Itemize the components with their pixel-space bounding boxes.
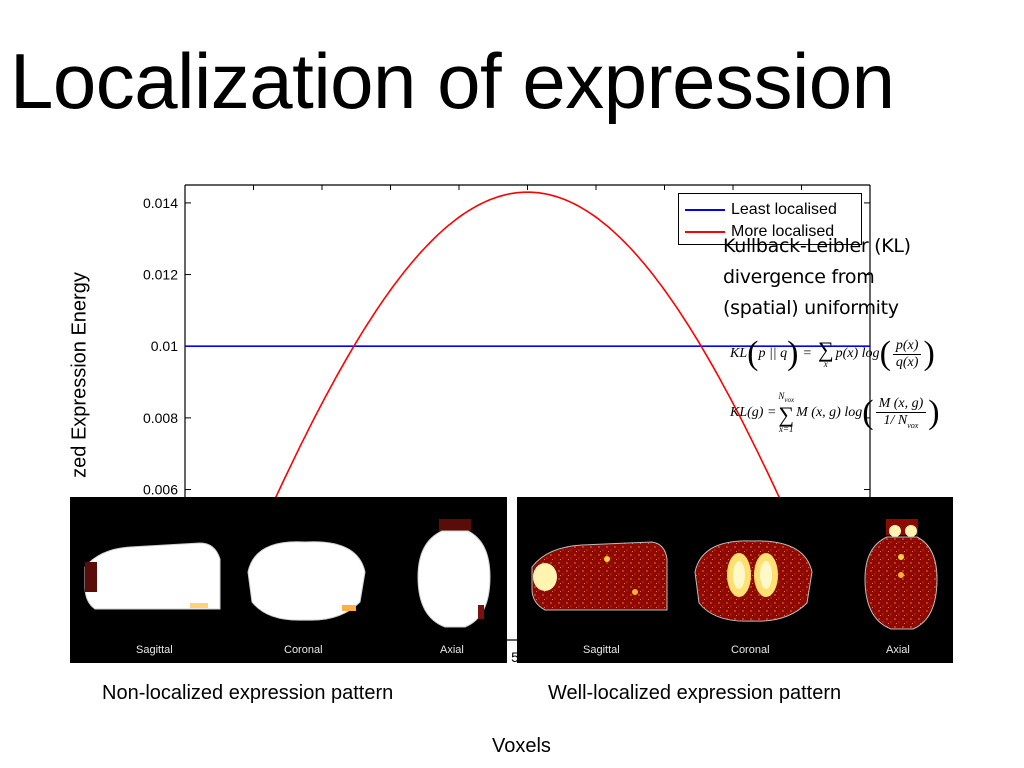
y-ticks: 0.014 0.012 0.01 0.008 0.006 5 bbox=[143, 195, 870, 665]
label-axial: Axial bbox=[440, 644, 464, 656]
legend-label: More localised bbox=[731, 223, 835, 240]
coronal-brain-shape bbox=[247, 541, 366, 621]
legend-item-more-localised: More localised bbox=[685, 222, 834, 242]
label-coronal: Coronal bbox=[284, 644, 323, 656]
sagittal-brain-shape bbox=[531, 541, 668, 611]
chart-series bbox=[185, 191, 870, 641]
chart-legend: Least localised More localised bbox=[678, 193, 862, 245]
brain-image-localized bbox=[531, 519, 938, 630]
label-sagittal: Sagittal bbox=[136, 644, 173, 656]
caption-localized: Well-localized expression pattern bbox=[548, 682, 842, 704]
formula-paren: ) bbox=[923, 335, 935, 372]
axial-brain-shape bbox=[417, 519, 491, 628]
label-sagittal: Sagittal bbox=[583, 644, 620, 656]
kl-line: (spatial) uniformity bbox=[723, 297, 899, 319]
formula-paren: ( bbox=[862, 393, 874, 431]
kl-line: Kullback-Leibler (KL) bbox=[723, 235, 911, 257]
series-more-localised bbox=[185, 191, 870, 641]
y-tick-label: 0.014 bbox=[143, 195, 178, 211]
coronal-brain-shape bbox=[694, 540, 813, 622]
formula-text: = bbox=[802, 346, 812, 361]
formula-paren: ( bbox=[747, 335, 759, 372]
formula-fraction: M (x, g) 1/ Nvox bbox=[875, 396, 927, 430]
formula-text: p(x) log bbox=[835, 346, 880, 361]
sum-symbol: ∑ x bbox=[817, 336, 834, 369]
brain-image-nonlocalized bbox=[84, 519, 491, 628]
caption-nonlocalized: Non-localized expression pattern bbox=[102, 682, 394, 704]
label-axial: Axial bbox=[886, 644, 910, 656]
x-axis-label: Voxels bbox=[492, 735, 551, 757]
kl-annotation: Kullback-Leibler (KL) divergence from (s… bbox=[723, 231, 911, 324]
formula-fraction: p(x) q(x) bbox=[892, 338, 922, 371]
axial-brain-shape bbox=[864, 519, 938, 630]
slide-title: Localization of expression bbox=[10, 37, 895, 125]
formula-paren: ( bbox=[879, 335, 891, 372]
x-tick-label: 5 bbox=[511, 649, 519, 665]
formula-paren: ) bbox=[928, 393, 940, 431]
formula-text: M (x, g) log bbox=[796, 404, 863, 420]
formula-text: KL(g) = bbox=[730, 404, 777, 420]
legend-label: Least localised bbox=[731, 201, 837, 218]
kl-formula-gene: KL(g) = Nvox ∑ x=1 M (x, g) log ( M (x, … bbox=[730, 392, 940, 434]
y-tick-label: 0.008 bbox=[143, 410, 178, 426]
formula-text: KL bbox=[730, 346, 748, 361]
formula-text: p || q bbox=[758, 346, 788, 361]
kl-formula-general: KL ( p || q ) = ∑ x p(x) log ( p(x) q(x)… bbox=[730, 337, 935, 371]
brain-panel-localized: Sagittal Coronal Axial bbox=[517, 497, 953, 663]
legend-item-least-localised: Least localised bbox=[685, 200, 837, 220]
sum-symbol: Nvox ∑ x=1 bbox=[778, 391, 795, 434]
y-tick-label: 0.01 bbox=[151, 338, 178, 354]
formula-paren: ) bbox=[787, 335, 799, 372]
sagittal-brain-shape bbox=[84, 542, 221, 610]
brain-panel-nonlocalized: Sagittal Coronal Axial bbox=[70, 497, 507, 663]
legend-swatch-blue bbox=[685, 209, 725, 211]
legend-swatch-red bbox=[685, 231, 725, 233]
kl-line: divergence from bbox=[723, 266, 875, 288]
label-coronal: Coronal bbox=[731, 644, 770, 656]
y-tick-label: 0.006 bbox=[143, 482, 178, 498]
y-tick-label: 0.012 bbox=[143, 267, 178, 283]
